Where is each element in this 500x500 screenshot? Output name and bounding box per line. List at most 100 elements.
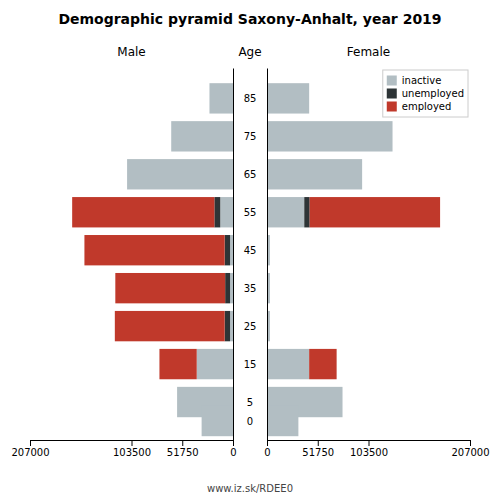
x-axis: 207000103500517500 [11,440,236,458]
bar [230,273,233,303]
x-tick-mark [318,440,319,446]
category-label: 35 [244,283,257,294]
bar [197,349,233,379]
bar [298,406,299,436]
bar [209,83,210,113]
bar [269,311,270,341]
x-tick-label: 103500 [113,447,151,458]
bar [225,273,230,303]
bar [392,121,393,151]
bar [209,83,210,113]
bar [298,406,299,436]
y-axis-line [267,69,268,441]
bar [201,406,202,436]
bar [171,121,172,151]
x-tick: 207000 [11,440,49,458]
bar [115,311,225,341]
legend-label: employed [402,101,452,112]
subtitle: www.iz.sk/RDEE0 [207,483,293,494]
legend-label: inactive [402,75,442,86]
bar [115,273,225,303]
bar [159,349,196,379]
bar [362,159,363,189]
bar [309,83,310,113]
bars [267,83,440,436]
bar [177,387,178,417]
x-axis: 0 51750 103500 207000 [264,440,489,458]
bar [84,235,224,265]
x-tick-label: 0 [264,447,270,458]
age-labels: 857565554535251550 [244,93,257,427]
bar [214,197,220,227]
panel: 207000103500517500 [11,69,236,459]
legend-item: unemployed [387,88,464,99]
x-tick: 51750 [302,440,334,458]
bar [269,273,270,303]
category-label: 45 [244,245,257,256]
bar [267,406,298,436]
legend-swatch [387,102,397,112]
x-tick-mark [182,440,183,446]
bar [267,159,362,189]
x-axis-line [31,441,234,447]
bar [304,197,309,227]
bar [220,197,233,227]
bar [269,273,270,303]
category-label: 65 [244,169,257,180]
legend-frame [383,70,468,117]
x-tick: 103500 [350,440,388,458]
bar [171,121,172,151]
y-axis-line [233,69,234,441]
bar [225,235,230,265]
legend-swatch [387,89,397,99]
bar [202,406,233,436]
x-tick-mark [267,440,268,446]
category-label: 25 [244,321,257,332]
panel: 0 51750 103500 207000 inactive unemployed empl… [264,69,489,459]
x-tick-mark [233,440,234,446]
bar [209,83,233,113]
legend-item: employed [387,101,452,112]
title: Demographic pyramid Saxony-Anhalt, year … [58,11,441,27]
series [304,197,309,227]
bar [230,235,233,265]
bar [127,159,128,189]
category-label: 5 [247,397,253,408]
series [72,197,225,379]
x-tick-label: 103500 [350,447,388,458]
series [267,83,393,436]
panel-label: Female [347,45,390,59]
bar [72,197,214,227]
bar [267,121,393,151]
x-tick: 0 [264,440,270,458]
bar [225,311,230,341]
category-label: 15 [244,359,257,370]
category-label: 75 [244,131,257,142]
bar [267,349,309,379]
y-axis [267,69,268,441]
y-axis [233,69,234,441]
bar [171,121,233,151]
bar [269,311,270,341]
bar [309,349,336,379]
x-tick: 207000 [451,440,489,458]
category-label: 55 [244,207,257,218]
bars [72,83,233,436]
bar [177,387,178,417]
bar [127,159,233,189]
x-tick-label: 51750 [302,447,334,458]
bar [267,83,309,113]
bar [269,235,270,265]
chart-svg: Demographic pyramid Saxony-Anhalt, year … [0,0,500,500]
x-tick: 0 [230,440,236,458]
bar [342,387,343,417]
x-tick-label: 207000 [11,447,49,458]
x-tick-label: 0 [230,447,236,458]
legend-swatch [387,76,397,86]
category-label: 85 [244,93,257,104]
x-tick: 103500 [113,440,151,458]
legend: inactive unemployed employed [383,70,468,117]
bar [230,311,233,341]
chart-container: Demographic pyramid Saxony-Anhalt, year … [0,0,500,500]
x-tick-mark [470,440,471,446]
